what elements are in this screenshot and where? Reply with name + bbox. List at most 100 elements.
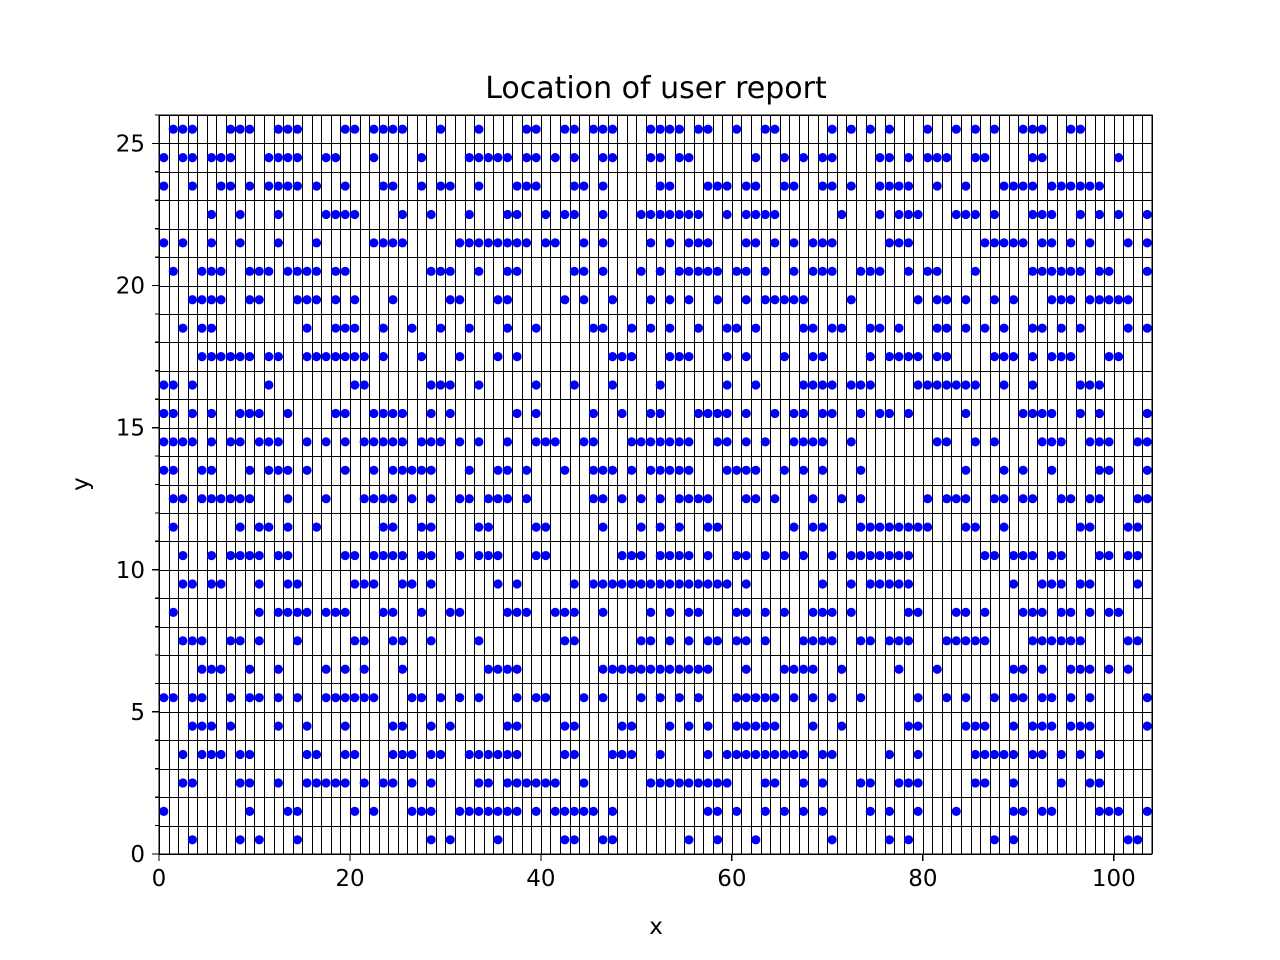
data-point <box>989 494 1000 504</box>
data-point <box>1028 153 1038 163</box>
data-point <box>416 607 427 618</box>
data-point <box>1037 579 1047 589</box>
data-point <box>302 295 312 305</box>
data-point <box>588 494 599 504</box>
data-point <box>999 494 1009 504</box>
data-point <box>684 352 694 362</box>
data-point <box>798 636 809 646</box>
data-point <box>397 721 408 731</box>
data-point <box>989 352 1000 362</box>
data-point <box>178 238 188 248</box>
data-point <box>875 408 885 419</box>
data-point <box>999 380 1009 390</box>
data-point <box>283 181 293 191</box>
data-point <box>1056 181 1066 191</box>
data-point <box>168 494 178 504</box>
data-point <box>789 693 799 703</box>
data-point <box>283 124 293 134</box>
data-point <box>1008 579 1019 589</box>
data-point <box>1113 209 1124 220</box>
data-point <box>1056 323 1066 333</box>
data-point <box>378 494 388 504</box>
data-point <box>703 408 713 419</box>
data-point <box>1028 721 1038 731</box>
data-point <box>1028 323 1038 333</box>
data-point <box>378 352 388 362</box>
data-point <box>1047 352 1057 362</box>
data-point <box>579 437 589 447</box>
data-point <box>875 266 885 276</box>
data-point <box>1066 494 1076 504</box>
data-point <box>292 693 303 703</box>
data-point <box>455 693 465 703</box>
data-point <box>684 778 694 788</box>
data-point <box>541 550 551 561</box>
data-point <box>331 352 341 362</box>
data-point <box>903 550 914 561</box>
data-point <box>903 778 914 788</box>
chart-title: Location of user report <box>485 71 827 106</box>
data-point <box>426 380 436 390</box>
data-point <box>436 380 446 390</box>
y-tick-label: 5 <box>130 700 145 726</box>
data-point <box>340 408 350 419</box>
data-point <box>206 550 217 561</box>
data-point <box>884 749 895 760</box>
data-point <box>159 153 169 163</box>
data-point <box>264 380 274 390</box>
data-point <box>1047 408 1057 419</box>
data-point <box>932 352 942 362</box>
data-point <box>627 437 637 447</box>
data-point <box>311 238 322 248</box>
data-point <box>569 721 579 731</box>
data-point <box>426 266 436 276</box>
data-point <box>283 522 293 532</box>
data-point <box>168 693 178 703</box>
data-point <box>426 636 436 646</box>
data-point <box>178 494 188 504</box>
data-point <box>1142 806 1152 816</box>
data-point <box>311 749 322 760</box>
data-point <box>970 749 980 760</box>
data-point <box>340 209 350 220</box>
data-point <box>607 835 618 845</box>
data-point <box>206 494 217 504</box>
data-point <box>1094 408 1105 419</box>
data-point <box>350 636 360 646</box>
data-point <box>598 835 608 845</box>
data-point <box>369 124 379 134</box>
data-point <box>1056 778 1066 788</box>
data-point <box>827 124 837 134</box>
data-point <box>235 352 245 362</box>
data-point <box>827 238 837 248</box>
data-point <box>684 209 694 220</box>
data-point <box>445 408 455 419</box>
data-point <box>913 721 923 731</box>
data-point <box>655 153 665 163</box>
data-point <box>732 607 742 618</box>
data-point <box>187 124 198 134</box>
data-point <box>445 607 455 618</box>
data-point <box>311 181 322 191</box>
data-point <box>951 380 961 390</box>
data-point <box>541 693 551 703</box>
data-point <box>321 209 331 220</box>
data-point <box>569 806 579 816</box>
data-point <box>684 494 694 504</box>
data-point <box>235 522 245 532</box>
data-point <box>1094 380 1105 390</box>
data-point <box>607 806 618 816</box>
data-point <box>684 238 694 248</box>
data-point <box>254 266 264 276</box>
data-point <box>970 636 980 646</box>
data-point <box>321 437 331 447</box>
data-point <box>397 209 408 220</box>
data-point <box>684 607 694 618</box>
data-point <box>779 465 790 475</box>
data-point <box>598 238 608 248</box>
data-point <box>502 295 513 305</box>
data-point <box>1066 181 1076 191</box>
data-point <box>159 238 169 248</box>
data-point <box>665 579 675 589</box>
data-point <box>1104 550 1114 561</box>
